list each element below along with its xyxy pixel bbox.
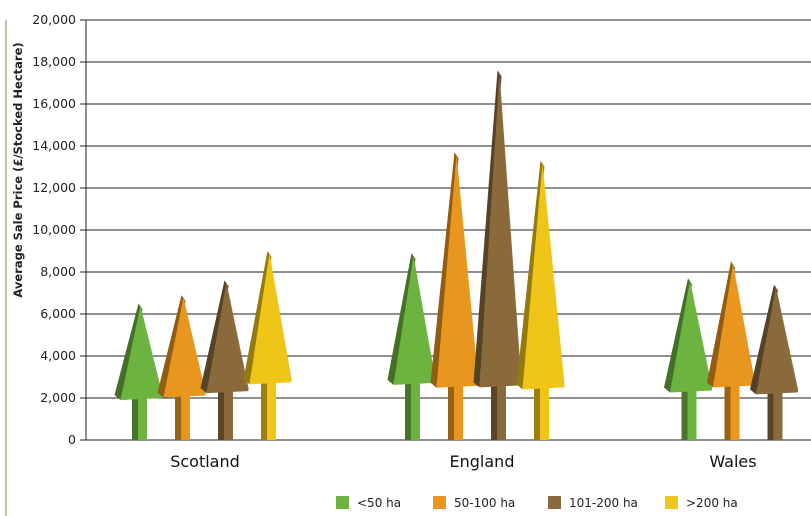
y-tick-label: 20,000 (32, 12, 76, 27)
legend-item: 101-200 ha (548, 496, 638, 510)
y-axis: 0 2,000 4,000 6,000 8,000 10,000 12,000 14,000 1… (32, 12, 87, 447)
y-tick-label: 16,000 (32, 96, 76, 111)
bar-scotland-2 (200, 280, 249, 440)
legend-label: >200 ha (686, 496, 738, 510)
y-tick-label: 14,000 (32, 138, 76, 153)
bar-wales-2 (750, 284, 798, 440)
bar-england-0 (387, 253, 436, 440)
bar-scotland-1 (157, 295, 206, 440)
x-axis-categories: Scotland England Wales (170, 452, 756, 471)
y-axis-label: Average Sale Price (£/Stocked Hectare) (11, 42, 25, 297)
legend-swatch (665, 496, 678, 509)
y-tick-label: 12,000 (32, 180, 76, 195)
bar-wales-1 (707, 261, 755, 440)
y-tick-label: 4,000 (40, 348, 76, 363)
legend-label: 101-200 ha (569, 496, 638, 510)
y-tick-label: 6,000 (40, 306, 76, 321)
y-tick-label: 10,000 (32, 222, 76, 237)
bar-scotland-0 (114, 303, 163, 440)
legend: <50 ha 50-100 ha 101-200 ha >200 ha (336, 496, 738, 510)
legend-swatch (336, 496, 349, 509)
bar-scotland-3 (243, 251, 292, 440)
legend-swatch (548, 496, 561, 509)
x-category-label: England (450, 452, 515, 471)
x-category-label: Scotland (170, 452, 240, 471)
bar-england-3 (516, 160, 565, 440)
y-tick-label: 8,000 (40, 264, 76, 279)
legend-item: <50 ha (336, 496, 401, 510)
bar-england-2 (473, 70, 522, 440)
legend-swatch (433, 496, 446, 509)
y-tick-label: 18,000 (32, 54, 76, 69)
y-tick-label: 2,000 (40, 390, 76, 405)
x-category-label: Wales (709, 452, 756, 471)
legend-item: >200 ha (665, 496, 738, 510)
legend-item: 50-100 ha (433, 496, 515, 510)
y-tick-label: 0 (68, 432, 76, 447)
legend-label: 50-100 ha (454, 496, 515, 510)
bar-wales-0 (664, 278, 712, 440)
bars (114, 70, 798, 440)
legend-label: <50 ha (357, 496, 401, 510)
bar-england-1 (430, 152, 479, 440)
